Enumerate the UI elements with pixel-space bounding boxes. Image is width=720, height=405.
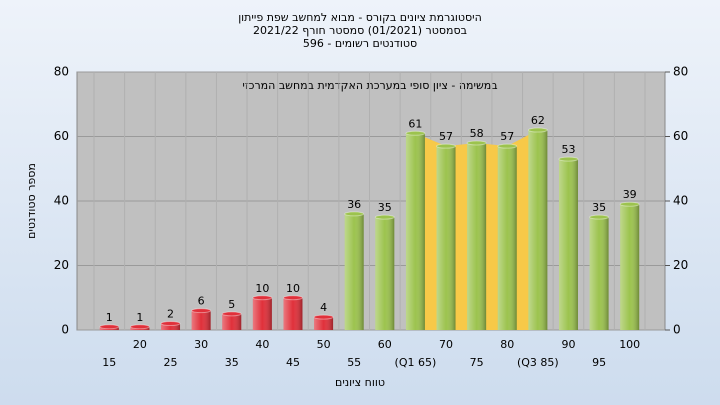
x-tick-label: 75 xyxy=(470,356,484,369)
data-label: 57 xyxy=(500,130,514,143)
x-tick-label: 20 xyxy=(133,338,147,351)
bar-top xyxy=(282,295,303,301)
data-label: 53 xyxy=(561,143,575,156)
x-tick-label: 90 xyxy=(561,338,575,351)
y2-tick-label: 40 xyxy=(673,194,688,208)
x-tick-label: 60 xyxy=(378,338,392,351)
y-tick-label: 40 xyxy=(54,194,69,208)
data-label: 57 xyxy=(439,130,453,143)
x-tick-label: 45 xyxy=(286,356,300,369)
data-label: 61 xyxy=(408,117,422,130)
bar-top xyxy=(619,201,640,207)
bar-top xyxy=(313,314,334,320)
data-label: 36 xyxy=(347,198,361,211)
x-tick-label: 95 xyxy=(592,356,606,369)
bar-shade xyxy=(436,146,456,330)
bar-top xyxy=(191,308,212,314)
bar-top xyxy=(436,143,457,149)
data-label: 6 xyxy=(198,295,205,308)
data-label: 10 xyxy=(255,282,269,295)
x-tick-label: (Q3 85) xyxy=(517,356,559,369)
bar-shade xyxy=(467,142,487,330)
bar-top xyxy=(527,127,548,133)
bar-shade xyxy=(314,317,334,330)
y-tick-label: 60 xyxy=(54,129,69,143)
bar-shade xyxy=(222,313,242,330)
y-tick-label: 80 xyxy=(54,65,69,79)
bar-top xyxy=(344,211,365,217)
chart-subtitle: סטודנטים רשומים - 596 xyxy=(303,37,417,50)
bar-top xyxy=(252,295,273,301)
x-axis-label: טווח ציונים xyxy=(335,376,385,389)
bar-shade xyxy=(497,146,517,330)
x-tick-label: 80 xyxy=(500,338,514,351)
y-tick-label: 20 xyxy=(54,258,69,272)
bar-top xyxy=(129,324,150,330)
y2-tick-label: 80 xyxy=(673,65,688,79)
data-label: 35 xyxy=(592,201,606,214)
data-label: 10 xyxy=(286,282,300,295)
data-label: 1 xyxy=(136,311,143,324)
bar-shade xyxy=(558,159,578,330)
bar-top xyxy=(466,140,487,146)
y2-tick-label: 0 xyxy=(673,323,681,337)
data-label: 62 xyxy=(531,114,545,127)
bar-shade xyxy=(405,133,425,330)
x-tick-label: 55 xyxy=(347,356,361,369)
chart-title: היסטוגרמת ציונים בקורס - מבוא למחשב שפת … xyxy=(238,11,482,24)
bar-shade xyxy=(375,217,395,330)
bar-top xyxy=(497,143,518,149)
y-axis-label: מספר סטודנטים xyxy=(25,163,38,239)
x-tick-label: 40 xyxy=(255,338,269,351)
x-tick-label: 35 xyxy=(225,356,239,369)
bar-shade xyxy=(161,323,181,330)
bar-shade xyxy=(283,297,303,330)
x-tick-label: 25 xyxy=(164,356,178,369)
bar-shade xyxy=(344,213,364,330)
bar-shade xyxy=(528,130,548,330)
x-tick-label: 70 xyxy=(439,338,453,351)
bar-shade xyxy=(620,204,640,330)
x-tick-label: (Q1 65) xyxy=(395,356,437,369)
data-label: 2 xyxy=(167,308,174,321)
x-tick-label: 15 xyxy=(102,356,116,369)
chart-subtitle: בסמסטר (01/2021) סמסטר חורף 2021/22 xyxy=(253,24,467,37)
bar-shade xyxy=(191,310,211,330)
y2-tick-label: 60 xyxy=(673,129,688,143)
y2-tick-label: 20 xyxy=(673,258,688,272)
bar-top xyxy=(558,156,579,162)
x-tick-label: 30 xyxy=(194,338,208,351)
bar-shade xyxy=(252,297,272,330)
data-label: 4 xyxy=(320,301,327,314)
y-tick-label: 0 xyxy=(61,323,69,337)
data-label: 5 xyxy=(228,298,235,311)
data-label: 1 xyxy=(106,311,113,324)
data-label: 39 xyxy=(623,188,637,201)
bar-top xyxy=(160,321,181,327)
bar-top xyxy=(374,214,395,220)
x-tick-label: 50 xyxy=(317,338,331,351)
bar-top xyxy=(405,130,426,136)
bar-top xyxy=(589,214,610,220)
bar-top xyxy=(221,311,242,317)
data-label: 35 xyxy=(378,201,392,214)
bar-shade xyxy=(589,217,609,330)
data-label: 58 xyxy=(470,127,484,140)
x-tick-label: 100 xyxy=(619,338,640,351)
bar-top xyxy=(99,324,120,330)
